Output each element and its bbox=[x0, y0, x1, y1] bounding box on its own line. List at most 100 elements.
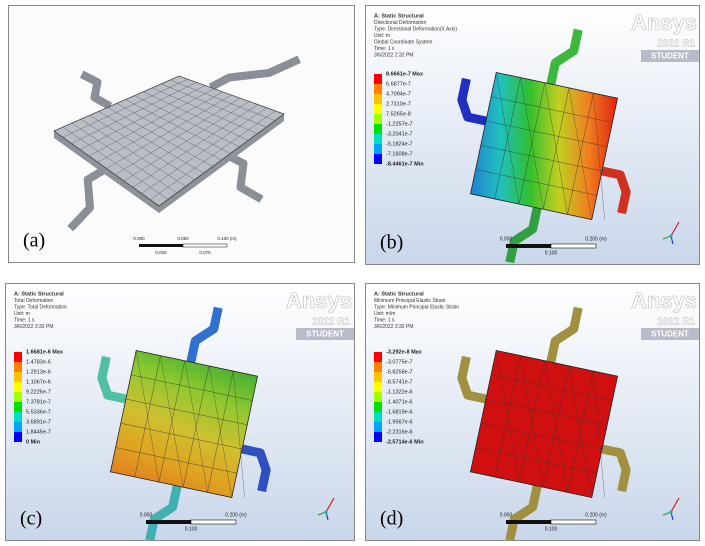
plate bbox=[470, 72, 617, 219]
legend-label: -2.5714e-6 Min bbox=[386, 439, 424, 445]
scale-label: 0.100 (m) bbox=[217, 236, 237, 241]
legend-label: -3.0775e-7 bbox=[386, 359, 413, 365]
legend-label: -3.292e-8 Max bbox=[386, 349, 423, 355]
scale-label: 0.200 (m) bbox=[225, 512, 247, 518]
legend-label: -8.4461e-7 Min bbox=[386, 161, 424, 167]
legend-swatch bbox=[374, 94, 382, 104]
legend-label: -8.5741e-7 bbox=[386, 379, 413, 385]
header-line: 3/6/2022 2:32 PM bbox=[374, 324, 413, 330]
scale-label: 0.200 (m) bbox=[585, 512, 607, 518]
header-line: Total Deformation bbox=[14, 298, 53, 304]
header-line: Directional Deformation bbox=[374, 20, 426, 26]
header-line: Unit: m bbox=[14, 311, 30, 317]
legend-label: 1.8445e-7 bbox=[26, 429, 51, 435]
student-label: STUDENT bbox=[651, 52, 689, 61]
legend-label: -5.8258e-7 bbox=[386, 369, 413, 375]
header-line: A: Static Structural bbox=[14, 291, 64, 297]
scale-bar bbox=[506, 520, 551, 524]
legend-label: 7.5265e-8 bbox=[386, 111, 411, 117]
legend-label: 1.2913e-6 bbox=[26, 369, 51, 375]
figure: 0.0000.0500.100 (m)0.0250.075(a)A: Stati… bbox=[0, 0, 705, 546]
legend-label: 5.5336e-7 bbox=[26, 409, 51, 415]
legend-label: 8.6661e-7 Max bbox=[386, 71, 424, 77]
student-label: STUDENT bbox=[306, 330, 344, 339]
header-line: Unit: m bbox=[374, 33, 390, 39]
scale-label: 0.025 bbox=[155, 250, 167, 255]
legend-swatch bbox=[374, 402, 382, 412]
legend-label: -1.9567e-6 bbox=[386, 419, 413, 425]
header-line: Global Coordinate System bbox=[374, 39, 432, 45]
logo: Ansys bbox=[286, 288, 352, 313]
legend-label: -3.2041e-7 bbox=[386, 131, 413, 137]
scale-bar bbox=[139, 244, 183, 247]
legend-label: -7.1608e-7 bbox=[386, 151, 413, 157]
scale-label: 0.100 bbox=[545, 250, 558, 256]
scale-label: 0.075 bbox=[199, 250, 211, 255]
legend-swatch bbox=[374, 422, 382, 432]
legend-label: 0 Min bbox=[26, 439, 41, 445]
legend-swatch bbox=[374, 392, 382, 402]
legend-swatch bbox=[14, 372, 22, 382]
legend-swatch bbox=[14, 402, 22, 412]
legend-swatch bbox=[374, 412, 382, 422]
legend-label: -1.1322e-6 bbox=[386, 389, 413, 395]
header-line: 3/6/2022 2:32 PM bbox=[14, 324, 53, 330]
legend-swatch bbox=[374, 432, 382, 442]
scale-bar bbox=[146, 520, 191, 524]
scale-label: 0.100 bbox=[545, 526, 558, 532]
scale-label: 0.000 bbox=[133, 236, 145, 241]
logo-version: 2022 R1 bbox=[657, 317, 695, 328]
legend-label: -1.4071e-6 bbox=[386, 399, 413, 405]
logo-version: 2022 R1 bbox=[657, 39, 695, 50]
header-line: Type: Directional Deformation(X Axis) bbox=[374, 26, 457, 32]
legend-swatch bbox=[374, 154, 382, 164]
header-line: Type: Minimum Principal Elastic Strain bbox=[374, 304, 459, 310]
legend-swatch bbox=[374, 372, 382, 382]
plate bbox=[110, 350, 257, 497]
scale-bar bbox=[191, 520, 236, 524]
legend-swatch bbox=[374, 144, 382, 154]
legend-swatch bbox=[374, 104, 382, 114]
legend-swatch bbox=[14, 432, 22, 442]
panel: A: Static StructuralTotal DeformationTyp… bbox=[5, 283, 355, 541]
header-line: Time: 1 s bbox=[374, 46, 395, 52]
scale-label: 0.000 bbox=[500, 236, 513, 242]
panel-label: (c) bbox=[20, 508, 42, 530]
legend-swatch bbox=[14, 382, 22, 392]
scale-bar bbox=[551, 520, 596, 524]
legend-label: 1.6681e-6 Max bbox=[26, 349, 64, 355]
legend-label: 6.6877e-7 bbox=[386, 81, 411, 87]
legend-swatch bbox=[374, 134, 382, 144]
panel-label: (d) bbox=[380, 508, 403, 530]
scale-label: 0.050 bbox=[177, 236, 189, 241]
header-line: Time: 1 s bbox=[374, 317, 395, 323]
legend-swatch bbox=[374, 362, 382, 372]
header-line: Time: 1 s bbox=[14, 317, 35, 323]
logo-version: 2022 R1 bbox=[312, 317, 350, 328]
legend-swatch bbox=[374, 352, 382, 362]
legend-swatch bbox=[374, 114, 382, 124]
legend-label: -1.6819e-6 bbox=[386, 409, 413, 415]
header-line: Minimum Principal Elastic Strain bbox=[374, 298, 446, 304]
legend-label: 2.7310e-7 bbox=[386, 101, 411, 107]
legend-label: 7.3781e-7 bbox=[26, 399, 51, 405]
legend-label: 4.7094e-7 bbox=[386, 91, 411, 97]
legend-swatch bbox=[374, 74, 382, 84]
student-label: STUDENT bbox=[651, 330, 689, 339]
legend-label: 1.1067e-6 bbox=[26, 379, 51, 385]
legend-swatch bbox=[14, 422, 22, 432]
legend-swatch bbox=[374, 124, 382, 134]
header-line: A: Static Structural bbox=[374, 291, 424, 297]
triad-origin bbox=[669, 234, 672, 237]
legend-swatch bbox=[14, 412, 22, 422]
legend-swatch bbox=[14, 362, 22, 372]
scale-bar bbox=[183, 244, 227, 247]
triad-origin bbox=[669, 510, 672, 513]
legend-label: 1.4783e-6 bbox=[26, 359, 51, 365]
legend-swatch bbox=[374, 382, 382, 392]
plate bbox=[470, 350, 617, 497]
header-line: 3/6/2022 2:32 PM bbox=[374, 52, 413, 58]
legend-label: 3.6891e-7 bbox=[26, 419, 51, 425]
legend-swatch bbox=[14, 392, 22, 402]
